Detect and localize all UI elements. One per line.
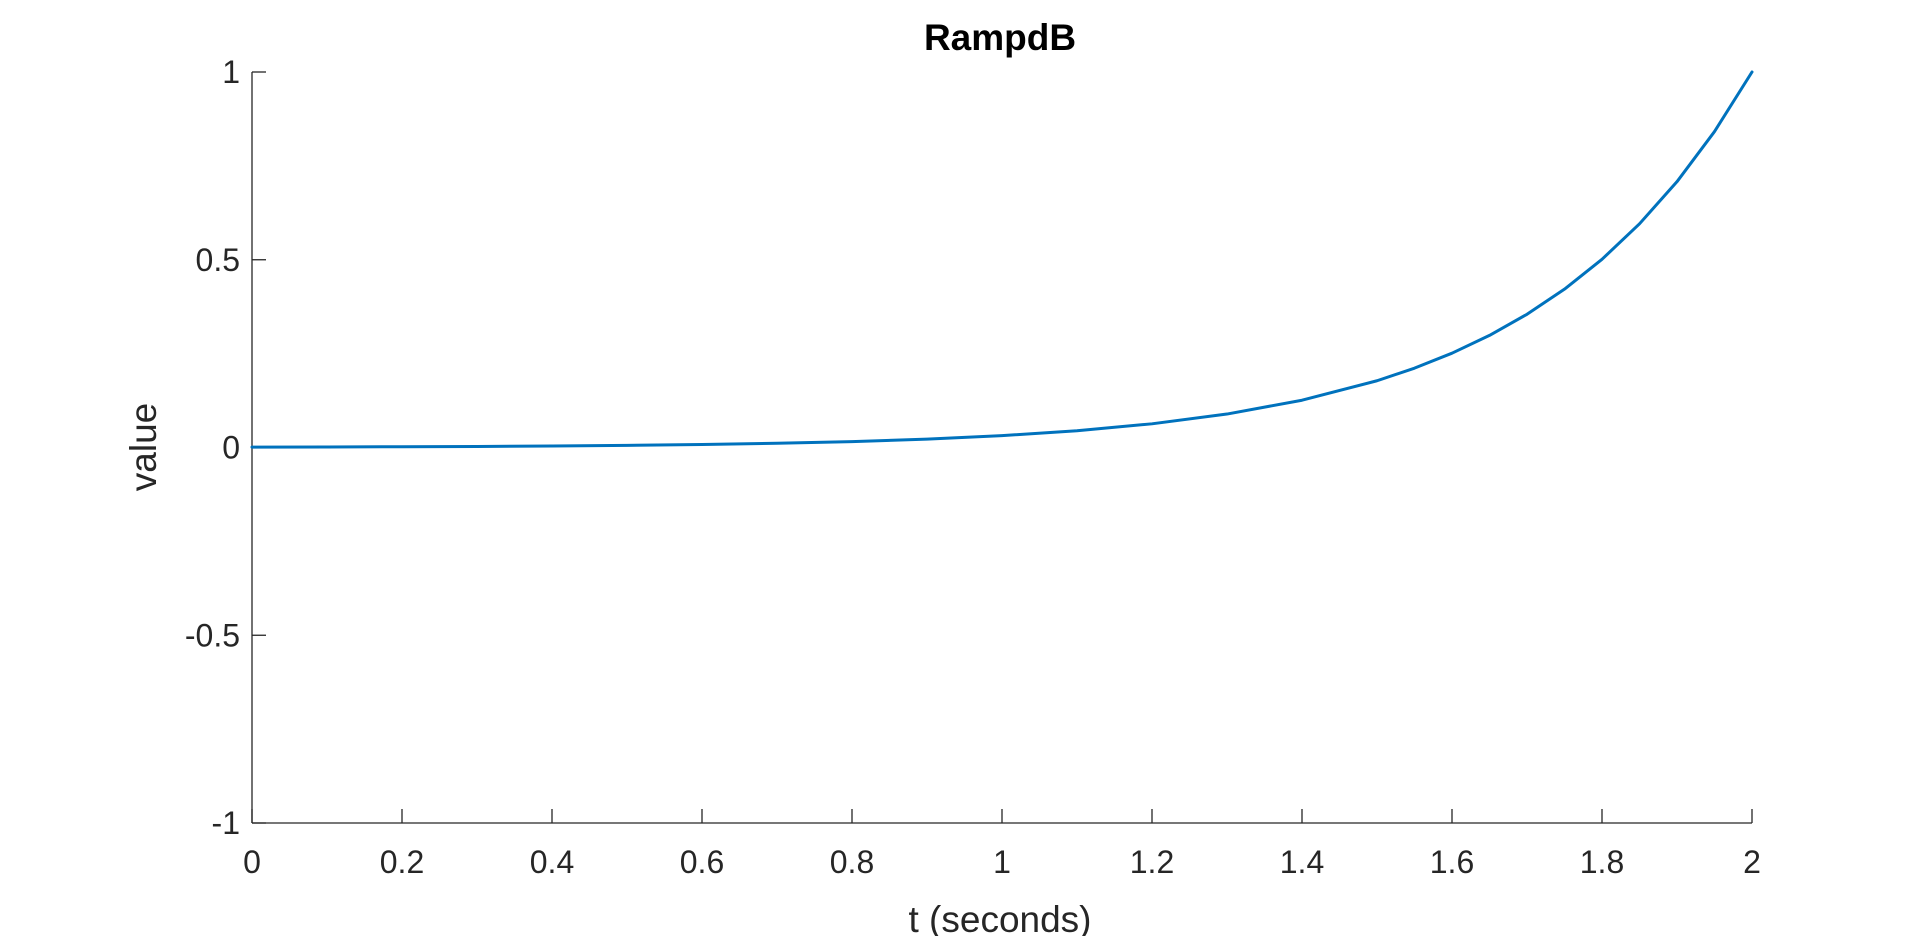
chart-title: RampdB [924,17,1076,58]
x-tick-label: 0.6 [680,844,724,880]
y-axis: -1 -0.5 0 0.5 1 [185,54,266,841]
series-layer [250,70,1754,449]
y-tick-label: 0.5 [196,242,240,278]
x-tick-label: 1.6 [1430,844,1474,880]
x-tick-label: 1 [993,844,1011,880]
x-tick-label: 0.4 [530,844,574,880]
y-tick-label: 1 [222,54,240,90]
x-tick-label: 0 [243,844,261,880]
y-tick-label: -1 [212,805,240,841]
x-axis: 0 0.2 0.4 0.6 0.8 1 1.2 1.4 1.6 1.8 2 [243,809,1761,880]
x-tick-label: 1.4 [1280,844,1324,880]
x-tick-label: 1.8 [1580,844,1624,880]
y-tick-label: -0.5 [185,617,240,653]
y-axis-label: value [123,403,164,491]
x-tick-label: 1.2 [1130,844,1174,880]
y-tick-label: 0 [222,430,240,466]
series-line [250,70,1754,449]
x-tick-label: 2 [1743,844,1761,880]
x-tick-label: 0.8 [830,844,874,880]
x-tick-label: 0.2 [380,844,424,880]
x-axis-label: t (seconds) [908,899,1091,936]
